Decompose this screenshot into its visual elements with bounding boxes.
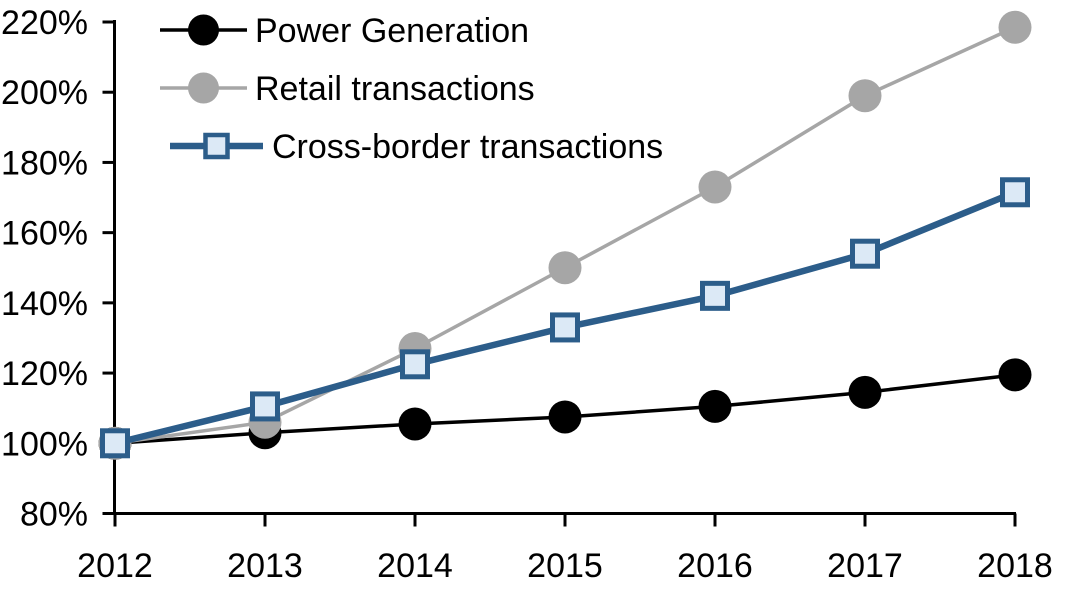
cross-border-transactions-marker xyxy=(550,312,580,343)
x-tick-label: 2013 xyxy=(227,547,303,585)
cross-border-transactions-marker xyxy=(1000,177,1030,208)
y-tick-label: 80% xyxy=(20,496,88,534)
x-tick-label: 2014 xyxy=(377,547,453,585)
x-tick-label: 2016 xyxy=(677,547,753,585)
retail-transactions-marker xyxy=(848,79,882,113)
y-tick-label: 200% xyxy=(1,74,88,112)
power-generation-marker xyxy=(398,407,432,441)
power-generation-marker xyxy=(698,389,732,423)
y-tick-label: 100% xyxy=(1,425,88,463)
y-tick-label: 120% xyxy=(1,355,88,393)
y-tick-label: 140% xyxy=(1,285,88,323)
cross-border-transactions-marker xyxy=(100,428,130,459)
x-tick-label: 2018 xyxy=(977,547,1053,585)
legend-power-generation-label: Power Generation xyxy=(255,12,529,50)
y-tick-label: 160% xyxy=(1,215,88,253)
legend-retail-transactions-marker xyxy=(188,72,219,104)
retail-transactions-marker xyxy=(548,251,582,285)
y-tick-label: 220% xyxy=(1,4,88,42)
retail-transactions-marker xyxy=(998,10,1032,44)
power-generation-marker xyxy=(998,358,1032,392)
x-tick-label: 2015 xyxy=(527,547,603,585)
cross-border-transactions-marker xyxy=(850,238,880,269)
legend-retail-transactions-label: Retail transactions xyxy=(255,70,535,108)
power-generation-marker xyxy=(548,400,582,434)
legend-cross-border-transactions-label: Cross-border transactions xyxy=(272,128,663,166)
cross-border-transactions-marker xyxy=(250,391,280,422)
cross-border-transactions-marker xyxy=(700,280,730,311)
x-tick-label: 2017 xyxy=(827,547,903,585)
cross-border-transactions-marker xyxy=(400,349,430,380)
power-generation-marker xyxy=(848,375,882,409)
legend-cross-border-transactions-marker xyxy=(203,132,230,160)
retail-transactions-marker xyxy=(698,170,732,204)
legend-power-generation-marker xyxy=(188,14,219,46)
x-tick-label: 2012 xyxy=(77,547,153,585)
y-tick-label: 180% xyxy=(1,144,88,182)
